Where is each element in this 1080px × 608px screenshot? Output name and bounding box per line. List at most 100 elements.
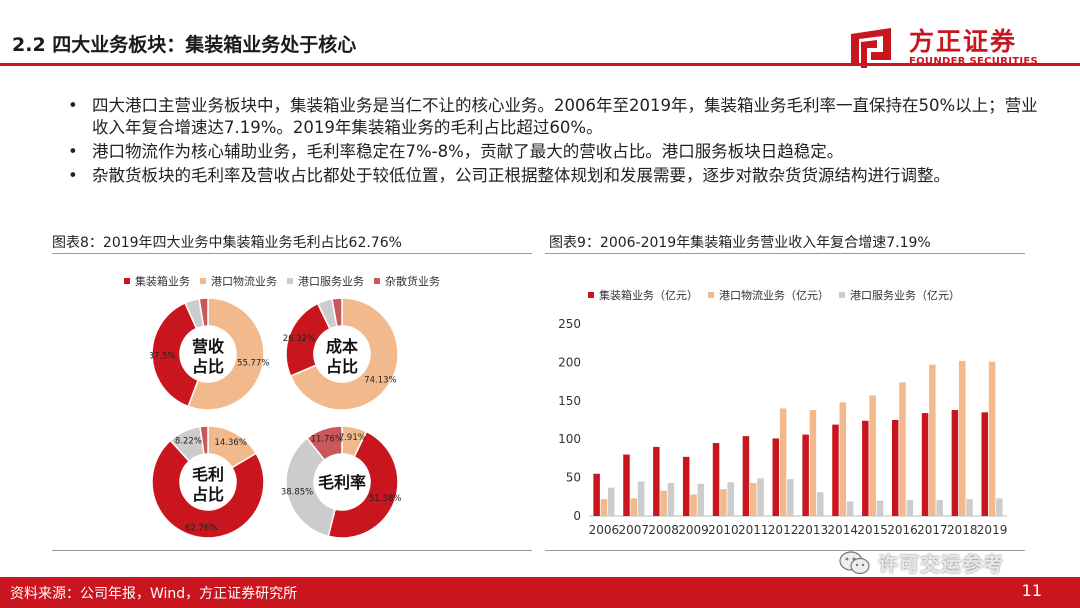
bar [757, 478, 764, 516]
founder-logo-icon [850, 28, 891, 68]
bar [988, 361, 996, 516]
donut-slice [198, 297, 209, 328]
x-tick-label: 2019 [977, 523, 1008, 537]
wechat-icon [839, 550, 870, 574]
bullet-item: 港口物流作为核心辅助业务，毛利率稳定在7%-8%，贡献了最大的营收占比。港口服务… [62, 141, 1047, 163]
donut-data-label: 38.85% [281, 488, 313, 498]
bar [966, 499, 973, 516]
legend-item: 港口服务业务 [287, 273, 364, 289]
bar [891, 420, 899, 516]
figure8-title: 图表8：2019年四大业务中集装箱业务毛利占比62.76% [52, 235, 402, 251]
donut-slice [151, 301, 200, 408]
company-logo: 方正证券 FOUNDER SECURITIES [847, 24, 1038, 70]
bar [660, 490, 667, 516]
donut-slice [306, 425, 343, 462]
legend-item: 集装箱业务 [124, 273, 190, 289]
x-tick-label: 2009 [678, 523, 709, 537]
bar [809, 410, 817, 516]
bar [862, 420, 869, 516]
bar [772, 438, 780, 516]
footer-bar [0, 577, 1080, 608]
donut-data-label: 11.76% [311, 435, 343, 445]
bar [876, 500, 884, 516]
x-tick-label: 2017 [917, 523, 948, 537]
bar [802, 434, 809, 516]
x-tick-label: 2014 [828, 523, 859, 537]
donut-slice [151, 439, 265, 539]
y-tick-label: 0 [573, 509, 581, 523]
x-tick-label: 2007 [619, 523, 650, 537]
donut-center-label: 毛利率 [318, 473, 366, 492]
bar [742, 436, 750, 516]
x-tick-label: 2018 [947, 523, 978, 537]
donut-slice [327, 430, 399, 539]
legend-item: 港口物流业务 [200, 273, 277, 289]
bar [936, 499, 943, 516]
legend-label: 集装箱业务（亿元） [599, 289, 698, 302]
legend-label: 港口物流业务（亿元） [719, 289, 829, 302]
wechat-watermark: 许可交运参考 [838, 548, 1004, 577]
legend-label: 港口服务业务（亿元） [850, 289, 960, 302]
source-note: 资料来源：公司年报，Wind，方正证券研究所 [10, 586, 298, 602]
x-tick-label: 2013 [798, 523, 829, 537]
bar [623, 454, 630, 516]
donut-center-label: 毛利 [192, 465, 224, 484]
y-tick-label: 100 [558, 432, 581, 446]
figure8-top-rule [52, 253, 532, 254]
logo-english-name: FOUNDER SECURITIES [908, 55, 1038, 67]
donut-center-label: 营收 [192, 337, 224, 356]
bar [712, 443, 720, 516]
bar [682, 456, 690, 516]
bullet-item: 杂散货板块的毛利率及营收占比都处于较低位置，公司正根据整体规划和发展需要，逐步对… [62, 165, 1047, 187]
bar [720, 489, 727, 516]
bar [600, 499, 608, 516]
donut-slice [289, 297, 399, 411]
bar [951, 410, 959, 516]
donut-chart: 55.77% 37.5% 营收占比 [150, 297, 269, 411]
bar [749, 482, 757, 516]
bar [832, 424, 839, 516]
donut-center-label: 占比 [326, 357, 358, 376]
bar [958, 360, 966, 516]
figure9-legend: 集装箱业务（亿元） 港口物流业务（亿元） 港口服务业务（亿元） [588, 287, 970, 303]
donut-data-label: 37.5% [150, 351, 176, 361]
donut-center-label: 成本 [326, 337, 358, 356]
logo-chinese-name: 方正证券 [908, 26, 1017, 56]
legend-item: 港口物流业务（亿元） [708, 287, 829, 303]
bar [697, 483, 705, 516]
x-tick-label: 2006 [589, 523, 620, 537]
bullet-item: 四大港口主营业务板块中，集装箱业务是当仁不让的核心业务。2006年至2019年，… [62, 95, 1047, 139]
donut-data-label: 74.13% [364, 375, 396, 385]
figure9-title: 图表9：2006-2019年集装箱业务营业收入年复合增速7.19% [549, 235, 931, 251]
bar [899, 382, 906, 516]
donut-data-label: 7.91% [339, 433, 366, 443]
x-tick-label: 2015 [857, 523, 888, 537]
bar [787, 479, 794, 516]
donut-center-label: 占比 [192, 485, 224, 504]
bar [996, 498, 1003, 516]
donut-slice [187, 297, 265, 411]
bar [846, 501, 854, 516]
bar [839, 402, 847, 516]
legend-label: 港口服务业务 [298, 275, 364, 288]
title-divider [0, 63, 1080, 66]
y-tick-label: 200 [558, 355, 581, 369]
bar [779, 408, 787, 516]
x-tick-label: 2016 [887, 523, 918, 537]
bar [690, 494, 697, 516]
bar [667, 482, 675, 516]
y-tick-label: 50 [566, 471, 581, 485]
bar [981, 412, 989, 516]
x-tick-label: 2008 [648, 523, 679, 537]
x-tick-label: 2012 [768, 523, 799, 537]
bar [607, 487, 615, 516]
legend-item: 港口服务业务（亿元） [839, 287, 960, 303]
figure9-bottom-rule [545, 550, 1025, 551]
watermark-text: 许可交运参考 [878, 552, 1004, 576]
y-tick-label: 250 [558, 317, 581, 331]
bar [727, 482, 734, 516]
donut-chart: 14.36% 62.76% 8.22% 毛利占比 [151, 425, 265, 539]
